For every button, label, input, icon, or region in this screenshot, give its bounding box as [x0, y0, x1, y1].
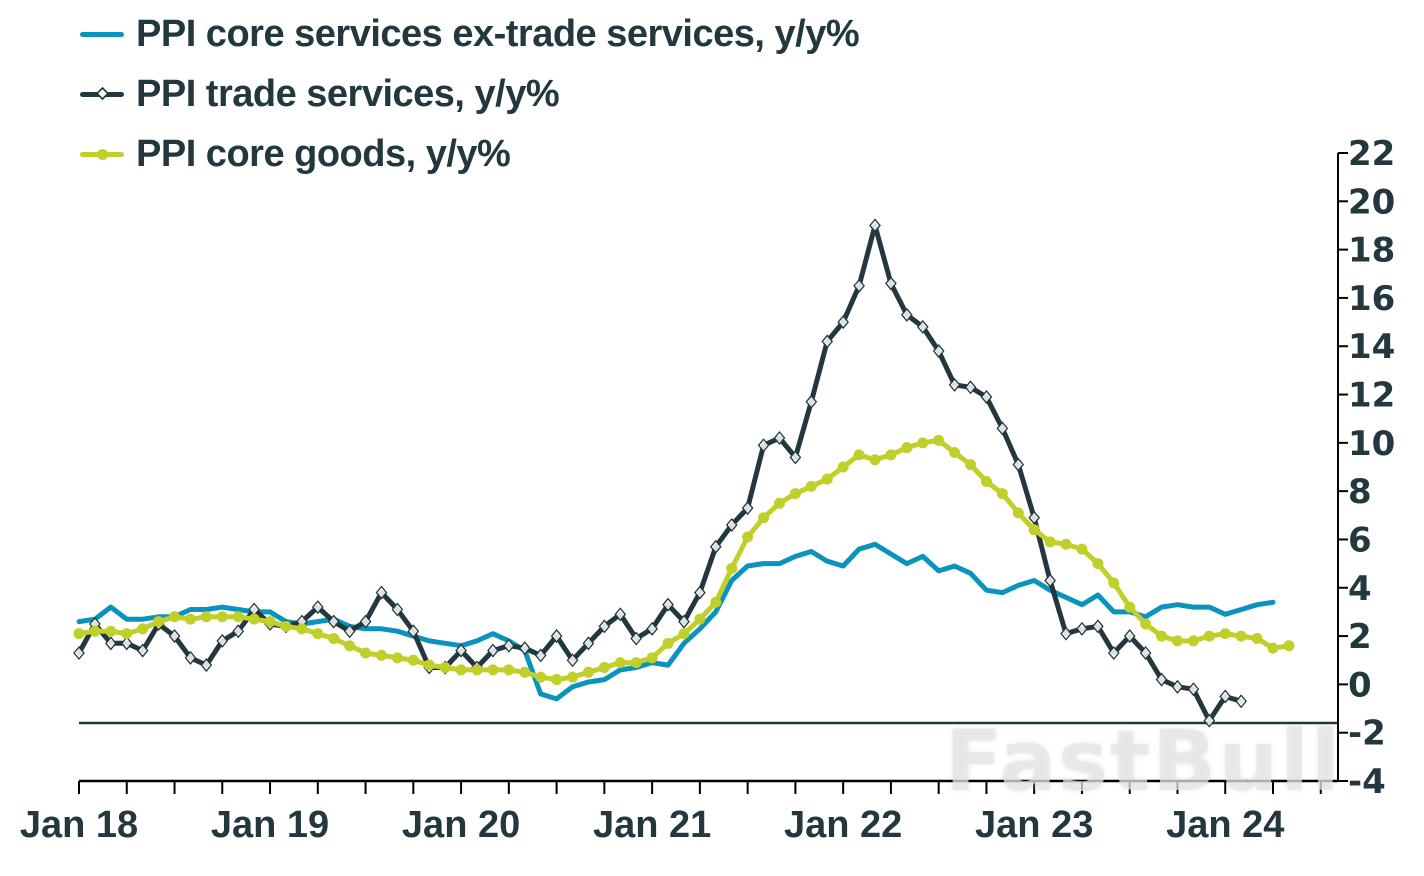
y-tick-label: 18 [1348, 231, 1395, 271]
legend-label: PPI core services ex-trade services, y/y… [136, 12, 860, 55]
y-tick-label: 2 [1348, 617, 1372, 657]
x-tick-label: Jan 23 [975, 804, 1093, 846]
circle-marker-icon [80, 139, 124, 169]
line-swatch-icon [80, 19, 124, 49]
legend: PPI core services ex-trade services, y/y… [80, 4, 860, 184]
y-tick-label: 12 [1348, 376, 1395, 416]
x-tick-label: Jan 19 [211, 804, 329, 846]
y-tick-label: 8 [1348, 472, 1372, 512]
legend-label: PPI trade services, y/y% [136, 72, 560, 115]
y-tick-label: 10 [1348, 424, 1395, 464]
x-tick-label: Jan 20 [402, 804, 520, 846]
y-tick-label: 20 [1348, 182, 1395, 222]
series-2 [73, 434, 1295, 686]
x-tick-label: Jan 22 [784, 804, 902, 846]
series-0 [76, 541, 1276, 702]
legend-label: PPI core goods, y/y% [136, 132, 511, 175]
y-tick-label: 14 [1348, 327, 1395, 367]
y-tick-label: 0 [1348, 665, 1372, 705]
watermark: FastBull [945, 712, 1342, 810]
y-tick-label: -2 [1348, 714, 1386, 754]
x-tick-label: Jan 18 [20, 804, 138, 846]
y-tick-label: 22 [1348, 134, 1395, 174]
y-tick-label: 4 [1348, 569, 1372, 609]
x-tick-label: Jan 21 [593, 804, 711, 846]
y-tick-label: 6 [1348, 520, 1372, 560]
series-lines [73, 218, 1295, 728]
y-tick-label: -4 [1348, 762, 1386, 802]
legend-item-core-goods: PPI core goods, y/y% [80, 124, 859, 184]
diamond-marker-icon [80, 79, 124, 109]
x-tick-label: Jan 24 [1166, 804, 1284, 846]
legend-item-core-services: PPI core services ex-trade services, y/y… [80, 4, 860, 64]
y-tick-label: 16 [1348, 279, 1395, 319]
legend-item-trade-services: PPI trade services, y/y% [80, 64, 859, 124]
